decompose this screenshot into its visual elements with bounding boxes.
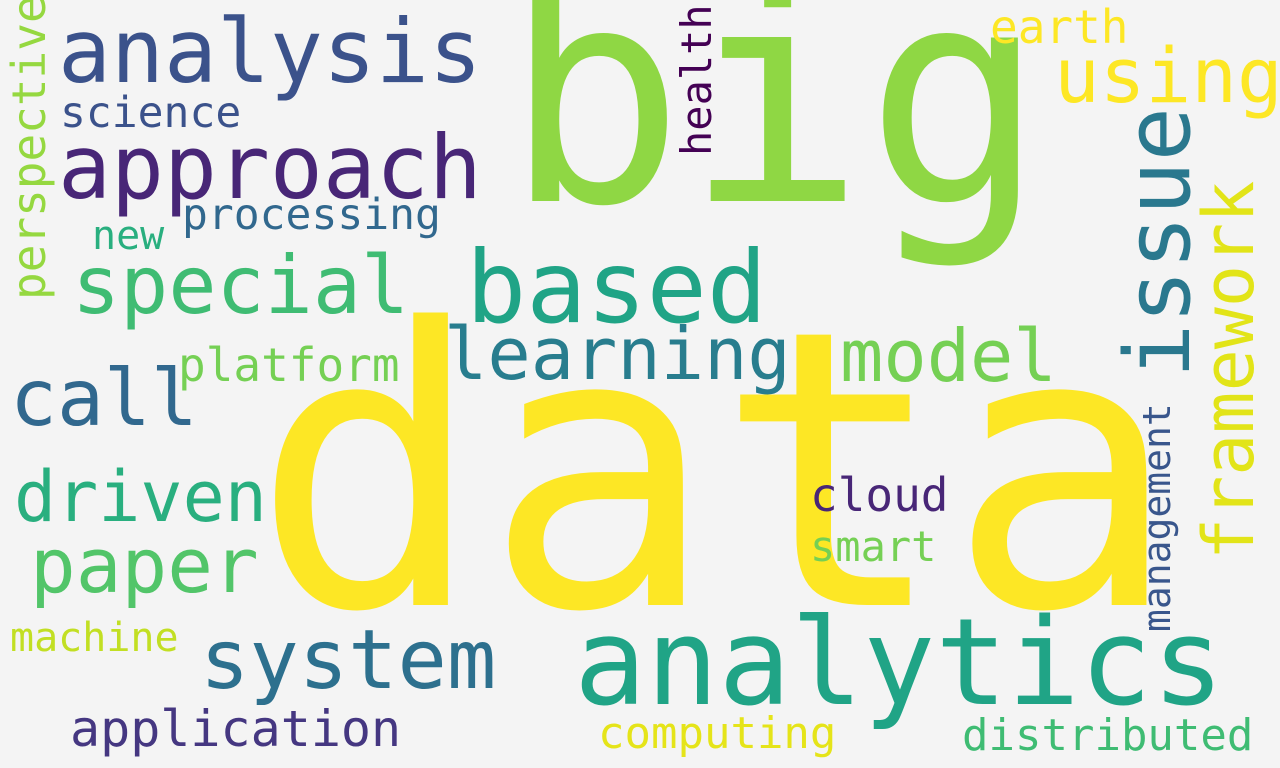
word-learning: learning <box>444 312 791 396</box>
word-analytics: analytics <box>574 594 1225 733</box>
word-analysis: analysis <box>58 0 482 103</box>
word-platform: platform <box>178 338 400 392</box>
word-special: special <box>72 239 410 332</box>
word-smart: smart <box>810 522 937 571</box>
word-machine: machine <box>10 615 179 661</box>
word-application: application <box>70 700 402 758</box>
word-paper: paper <box>30 521 259 610</box>
word-based: based <box>466 229 768 346</box>
word-using: using <box>1054 31 1280 120</box>
word-data: data <box>252 248 1180 696</box>
word-big: big <box>504 0 1046 272</box>
word-call: call <box>10 354 198 444</box>
word-model: model <box>840 314 1057 398</box>
word-new: new <box>92 213 165 259</box>
word-cloud: cloud <box>810 468 949 522</box>
word-science: science <box>60 88 242 138</box>
word-perspective: perspective <box>2 0 56 300</box>
word-approach: approach <box>58 116 482 219</box>
word-health: health <box>672 4 721 156</box>
word-processing: processing <box>182 190 441 240</box>
word-system: system <box>200 613 497 708</box>
word-framework: framework <box>1188 180 1270 560</box>
word-management: management <box>1135 403 1179 632</box>
word-distributed: distributed <box>962 710 1254 761</box>
word-computing: computing <box>598 708 837 759</box>
word-earth: earth <box>990 0 1129 54</box>
word-driven: driven <box>14 456 267 538</box>
